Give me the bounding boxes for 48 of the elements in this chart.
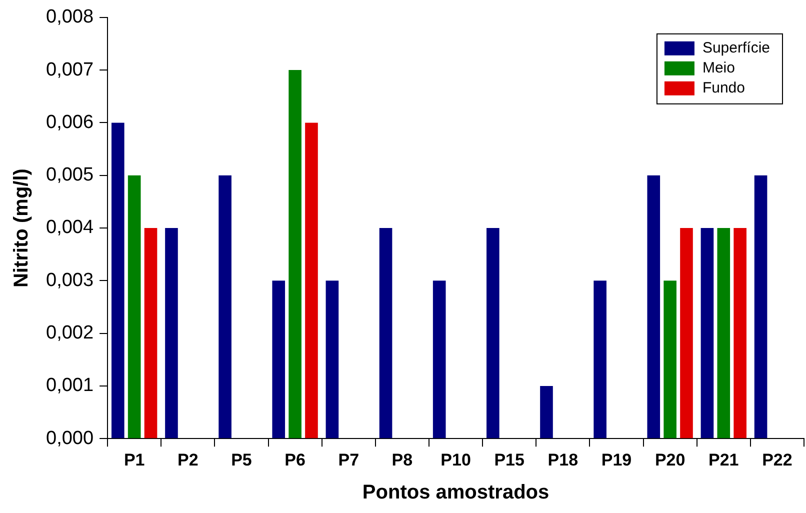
bar: [647, 175, 660, 438]
x-tick-label: P7: [338, 450, 360, 470]
bar: [288, 70, 302, 438]
bar: [144, 228, 158, 438]
bar: [272, 280, 286, 438]
x-tick-label: P6: [284, 450, 306, 470]
bar: [218, 175, 232, 438]
y-tick-label: 0,001: [46, 375, 94, 396]
bar: [326, 280, 339, 438]
y-tick-label: 0,000: [46, 428, 94, 449]
legend-label: Fundo: [702, 80, 746, 97]
x-tick-label: P22: [762, 450, 792, 470]
bar: [486, 228, 500, 438]
x-tick-label: P18: [548, 450, 578, 470]
x-tick-label: P1: [124, 450, 145, 470]
bar: [594, 280, 606, 438]
bar: [111, 122, 124, 438]
bar: [680, 228, 693, 438]
x-tick-label: P20: [654, 450, 686, 470]
x-tick-label: P5: [231, 450, 252, 470]
x-tick-label: P10: [440, 450, 471, 470]
y-tick-label: 0,006: [46, 112, 94, 133]
bar: [128, 175, 141, 438]
y-tick-label: 0,007: [46, 59, 94, 80]
bar: [305, 122, 318, 438]
legend-label: Superfície: [702, 40, 770, 57]
bar: [664, 280, 676, 438]
x-tick-label: P15: [494, 450, 524, 470]
y-tick-label: 0,005: [46, 164, 94, 186]
y-axis-title: Nitrito (mg/l): [10, 168, 33, 288]
y-tick-label: 0,004: [46, 217, 94, 238]
x-tick-label: P2: [178, 450, 198, 470]
y-tick-label: 0,002: [46, 322, 94, 344]
bar: [165, 228, 178, 438]
y-tick-label: 0,003: [46, 270, 94, 291]
x-axis-title: Pontos amostrados: [362, 482, 550, 504]
legend-label: Meio: [702, 60, 735, 77]
bar: [754, 175, 768, 438]
bar: [717, 228, 730, 438]
bar: [379, 228, 392, 438]
x-tick-label: P8: [392, 450, 413, 470]
bar: [700, 228, 714, 438]
bar: [734, 228, 746, 438]
bar: [540, 386, 553, 438]
y-tick-label: 0,008: [46, 6, 94, 28]
x-tick-label: P21: [708, 450, 739, 470]
x-tick-label: P19: [601, 450, 632, 470]
bar: [432, 280, 446, 438]
